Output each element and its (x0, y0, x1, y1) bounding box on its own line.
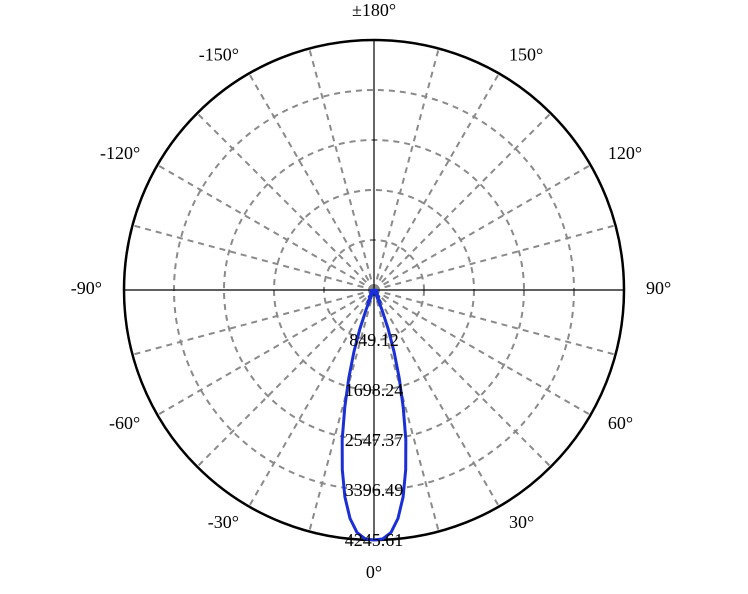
grid-spoke (374, 165, 591, 290)
ring-label: 4245.61 (345, 530, 404, 550)
grid-spoke (133, 290, 374, 355)
ring-label: 3396.49 (345, 480, 404, 500)
grid-spoke (374, 290, 591, 415)
grid-spoke (374, 113, 551, 290)
polar-chart: 849.12 1698.24 2547.37 3396.49 4245.61 ±180°… (0, 0, 748, 594)
angle-label: -30° (208, 512, 239, 532)
grid-spoke (374, 225, 615, 290)
angle-label: 90° (646, 278, 671, 298)
grid-spoke (309, 49, 374, 290)
grid-spoke (374, 290, 615, 355)
angle-label: ±180° (352, 0, 396, 20)
grid-spoke (197, 113, 374, 290)
angle-label: 150° (509, 44, 543, 64)
angle-label: -60° (109, 413, 140, 433)
ring-label: 2547.37 (345, 430, 404, 450)
angle-label: 30° (509, 512, 534, 532)
grid-spoke (374, 73, 499, 290)
grid-spoke (374, 49, 439, 290)
angle-label: 60° (608, 413, 633, 433)
grid-spoke (133, 225, 374, 290)
grid-spoke (157, 290, 374, 415)
grid-spoke (157, 165, 374, 290)
grid-spoke (249, 73, 374, 290)
angle-label: -150° (199, 44, 239, 64)
angle-label: 120° (608, 143, 642, 163)
ring-label: 849.12 (349, 330, 399, 350)
ring-label: 1698.24 (345, 380, 404, 400)
angle-label: -120° (100, 143, 140, 163)
angle-label: -90° (71, 278, 102, 298)
angle-label: 0° (366, 562, 382, 582)
